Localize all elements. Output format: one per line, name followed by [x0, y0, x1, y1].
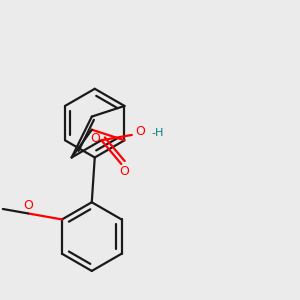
Text: O: O [23, 200, 33, 212]
Text: O: O [135, 125, 145, 138]
Text: O: O [90, 131, 100, 145]
Text: -H: -H [151, 128, 164, 137]
Text: O: O [119, 165, 129, 178]
